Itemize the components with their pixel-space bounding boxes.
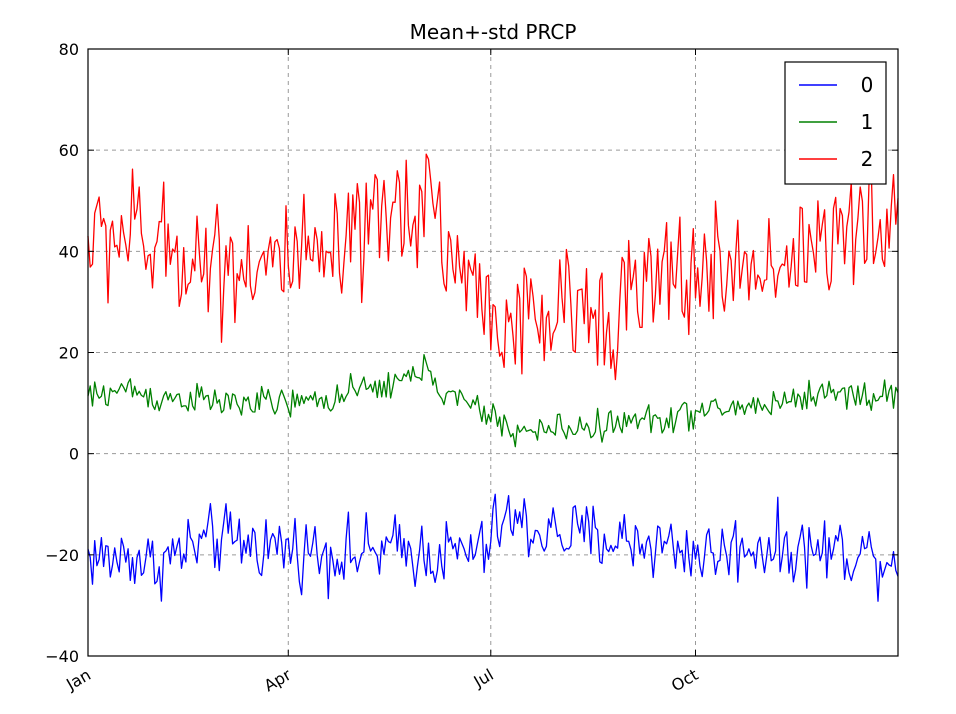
chart-title: Mean+-std PRCP: [410, 20, 577, 44]
series-line-2: [87, 153, 899, 381]
x-axis-ticks: Jan Apr Jul Oct: [62, 49, 702, 696]
x-tick-label: Jan: [62, 665, 94, 694]
legend-label-1: 1: [861, 110, 874, 134]
y-tick-label: 80: [59, 40, 79, 59]
grid-lines: [88, 49, 898, 656]
x-tick-label: Apr: [261, 665, 295, 696]
y-tick-label: −40: [45, 647, 79, 666]
legend-label-2: 2: [861, 147, 874, 171]
y-tick-label: −20: [45, 546, 79, 565]
legend-label-0: 0: [861, 73, 874, 97]
y-tick-label: 40: [59, 242, 79, 261]
x-tick-label: Jul: [470, 665, 497, 692]
y-tick-label: 60: [59, 141, 79, 160]
y-tick-label: 0: [69, 445, 79, 464]
series-line-0: [87, 493, 899, 602]
legend: 0 1 2: [784, 61, 887, 185]
y-tick-label: 20: [59, 344, 79, 363]
x-tick-label: Oct: [668, 665, 701, 695]
legend-box: [784, 61, 887, 185]
series-layer: [87, 153, 899, 602]
series-line-1: [87, 354, 899, 448]
